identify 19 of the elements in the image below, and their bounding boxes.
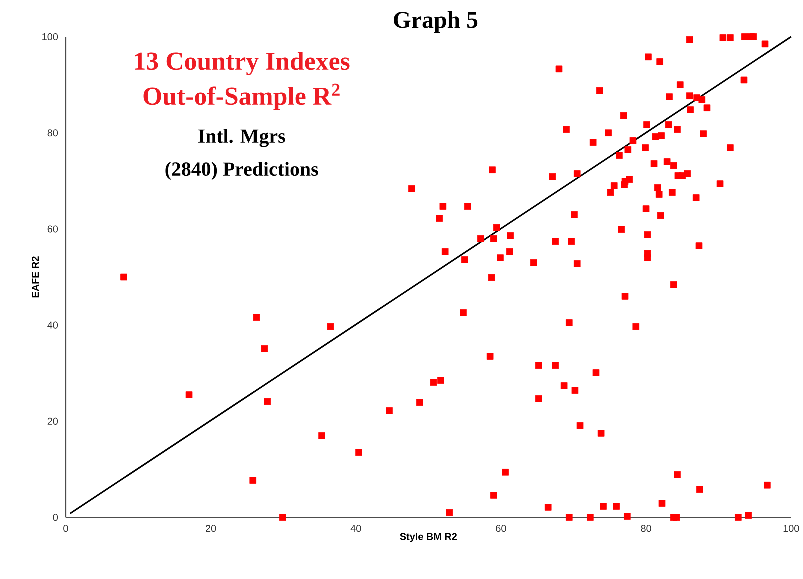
- y-tick-label: 20: [48, 418, 58, 426]
- y-axis-title: EAFE R2: [32, 256, 39, 298]
- annotation: Out-of-Sample R$^{2}$: [144, 84, 340, 111]
- x-tick-label: 60: [496, 525, 506, 532]
- x-tick-label: 100: [784, 525, 800, 532]
- y-tick-label: 80: [48, 130, 58, 137]
- annotation: 13 Country Indexes: [135, 52, 350, 76]
- x-tick-label: 20: [206, 525, 216, 532]
- y-tick-label: 100: [42, 34, 58, 41]
- annotation: Intl. Mgrs: [198, 129, 286, 148]
- y-tick-label: 40: [48, 322, 58, 330]
- y-tick-label: 0: [53, 514, 58, 522]
- x-tick-label: 0: [64, 525, 68, 532]
- annotation: (2840) Predictions: [166, 162, 318, 180]
- x-tick-label: 40: [350, 525, 362, 532]
- x-tick-label: 80: [641, 525, 652, 532]
- y-tick-label: 60: [48, 226, 58, 233]
- chart-title: Graph 5: [394, 12, 478, 34]
- x-axis-title: Style BM R2: [400, 533, 458, 542]
